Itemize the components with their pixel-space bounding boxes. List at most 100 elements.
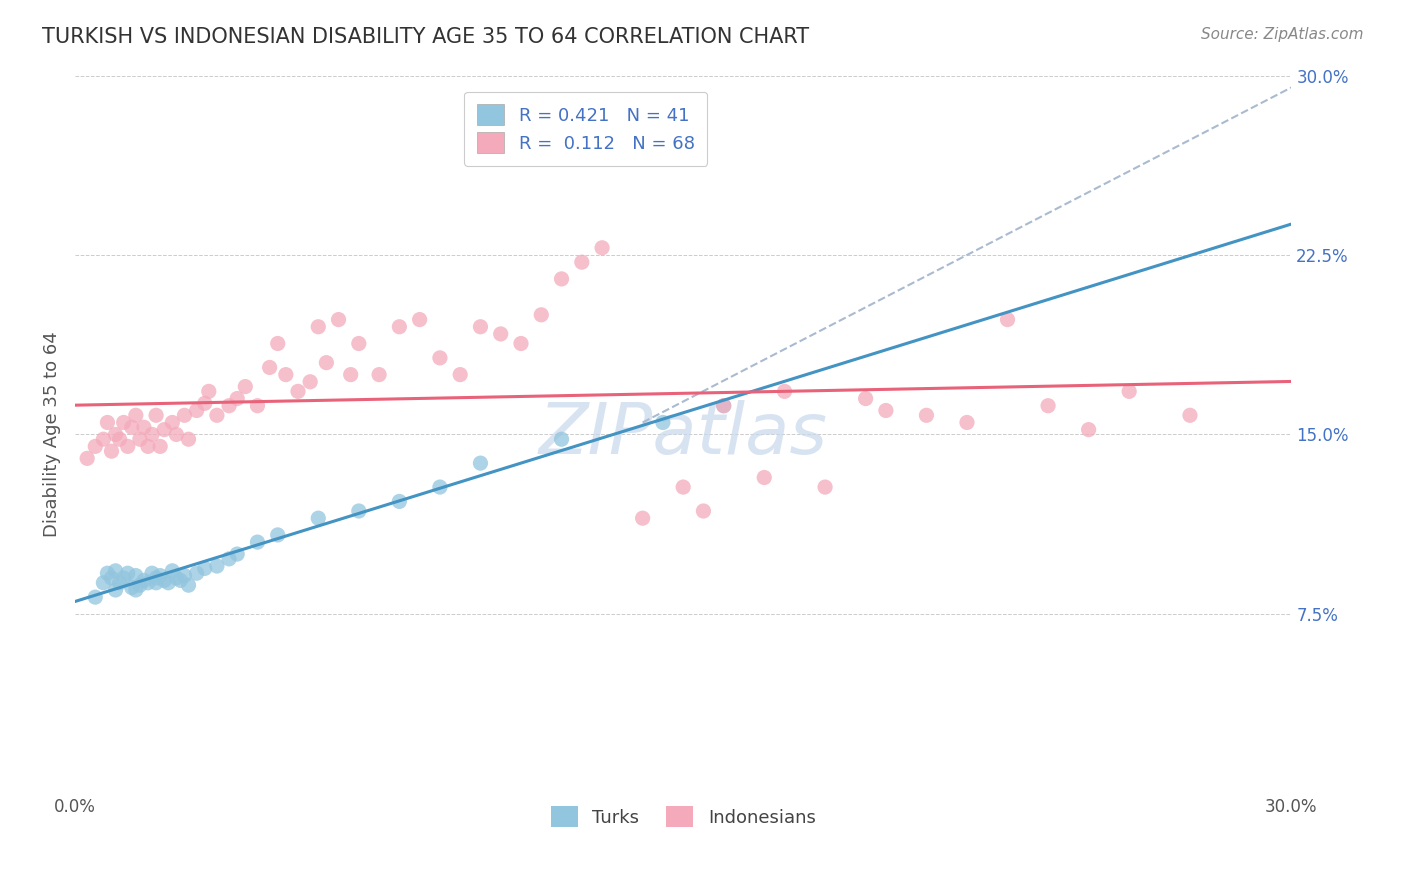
- Point: [267, 336, 290, 351]
- Point: [125, 409, 148, 423]
- Point: [177, 578, 200, 592]
- Point: [205, 409, 228, 423]
- Point: [339, 368, 361, 382]
- Point: [194, 561, 217, 575]
- Point: [1036, 399, 1059, 413]
- Point: [76, 451, 98, 466]
- Text: TURKISH VS INDONESIAN DISABILITY AGE 35 TO 64 CORRELATION CHART: TURKISH VS INDONESIAN DISABILITY AGE 35 …: [42, 27, 810, 46]
- Point: [100, 444, 122, 458]
- Point: [429, 480, 451, 494]
- Point: [1118, 384, 1140, 399]
- Point: [692, 504, 714, 518]
- Point: [773, 384, 796, 399]
- Point: [510, 336, 533, 351]
- Point: [205, 559, 228, 574]
- Point: [104, 582, 127, 597]
- Point: [530, 308, 553, 322]
- Point: [136, 575, 159, 590]
- Point: [672, 480, 695, 494]
- Point: [100, 571, 122, 585]
- Point: [153, 574, 176, 588]
- Point: [162, 564, 184, 578]
- Point: [956, 416, 979, 430]
- Point: [274, 368, 297, 382]
- Point: [814, 480, 837, 494]
- Point: [449, 368, 471, 382]
- Point: [631, 511, 654, 525]
- Point: [121, 420, 143, 434]
- Point: [128, 578, 150, 592]
- Point: [141, 566, 163, 581]
- Point: [165, 427, 187, 442]
- Point: [713, 399, 735, 413]
- Point: [132, 574, 155, 588]
- Point: [218, 552, 240, 566]
- Point: [186, 403, 208, 417]
- Point: [233, 379, 256, 393]
- Point: [173, 409, 195, 423]
- Point: [855, 392, 877, 406]
- Point: [259, 360, 281, 375]
- Point: [93, 575, 115, 590]
- Point: [571, 255, 593, 269]
- Point: [108, 575, 131, 590]
- Point: [153, 423, 176, 437]
- Point: [267, 528, 290, 542]
- Point: [84, 590, 107, 604]
- Point: [145, 575, 167, 590]
- Point: [112, 571, 135, 585]
- Legend: Turks, Indonesians: Turks, Indonesians: [544, 799, 823, 835]
- Point: [246, 399, 269, 413]
- Point: [713, 399, 735, 413]
- Point: [997, 312, 1019, 326]
- Point: [198, 384, 221, 399]
- Text: Source: ZipAtlas.com: Source: ZipAtlas.com: [1201, 27, 1364, 42]
- Point: [287, 384, 309, 399]
- Point: [591, 241, 613, 255]
- Point: [246, 535, 269, 549]
- Point: [125, 568, 148, 582]
- Point: [489, 326, 512, 341]
- Point: [408, 312, 430, 326]
- Point: [1077, 423, 1099, 437]
- Point: [169, 574, 191, 588]
- Point: [470, 319, 492, 334]
- Point: [149, 439, 172, 453]
- Point: [347, 336, 370, 351]
- Point: [104, 564, 127, 578]
- Point: [121, 581, 143, 595]
- Point: [186, 566, 208, 581]
- Point: [145, 571, 167, 585]
- Point: [307, 319, 329, 334]
- Point: [117, 566, 139, 581]
- Point: [315, 356, 337, 370]
- Point: [651, 416, 673, 430]
- Point: [194, 396, 217, 410]
- Point: [347, 504, 370, 518]
- Point: [165, 571, 187, 585]
- Point: [177, 432, 200, 446]
- Point: [226, 547, 249, 561]
- Point: [149, 568, 172, 582]
- Point: [145, 409, 167, 423]
- Point: [93, 432, 115, 446]
- Point: [173, 568, 195, 582]
- Point: [328, 312, 350, 326]
- Point: [388, 494, 411, 508]
- Point: [136, 439, 159, 453]
- Point: [299, 375, 322, 389]
- Point: [875, 403, 897, 417]
- Point: [915, 409, 938, 423]
- Point: [125, 582, 148, 597]
- Point: [226, 392, 249, 406]
- Text: ZIPatlas: ZIPatlas: [538, 400, 828, 469]
- Point: [162, 416, 184, 430]
- Point: [96, 416, 118, 430]
- Point: [388, 319, 411, 334]
- Point: [128, 432, 150, 446]
- Y-axis label: Disability Age 35 to 64: Disability Age 35 to 64: [44, 332, 60, 537]
- Point: [108, 432, 131, 446]
- Point: [218, 399, 240, 413]
- Point: [307, 511, 329, 525]
- Point: [754, 470, 776, 484]
